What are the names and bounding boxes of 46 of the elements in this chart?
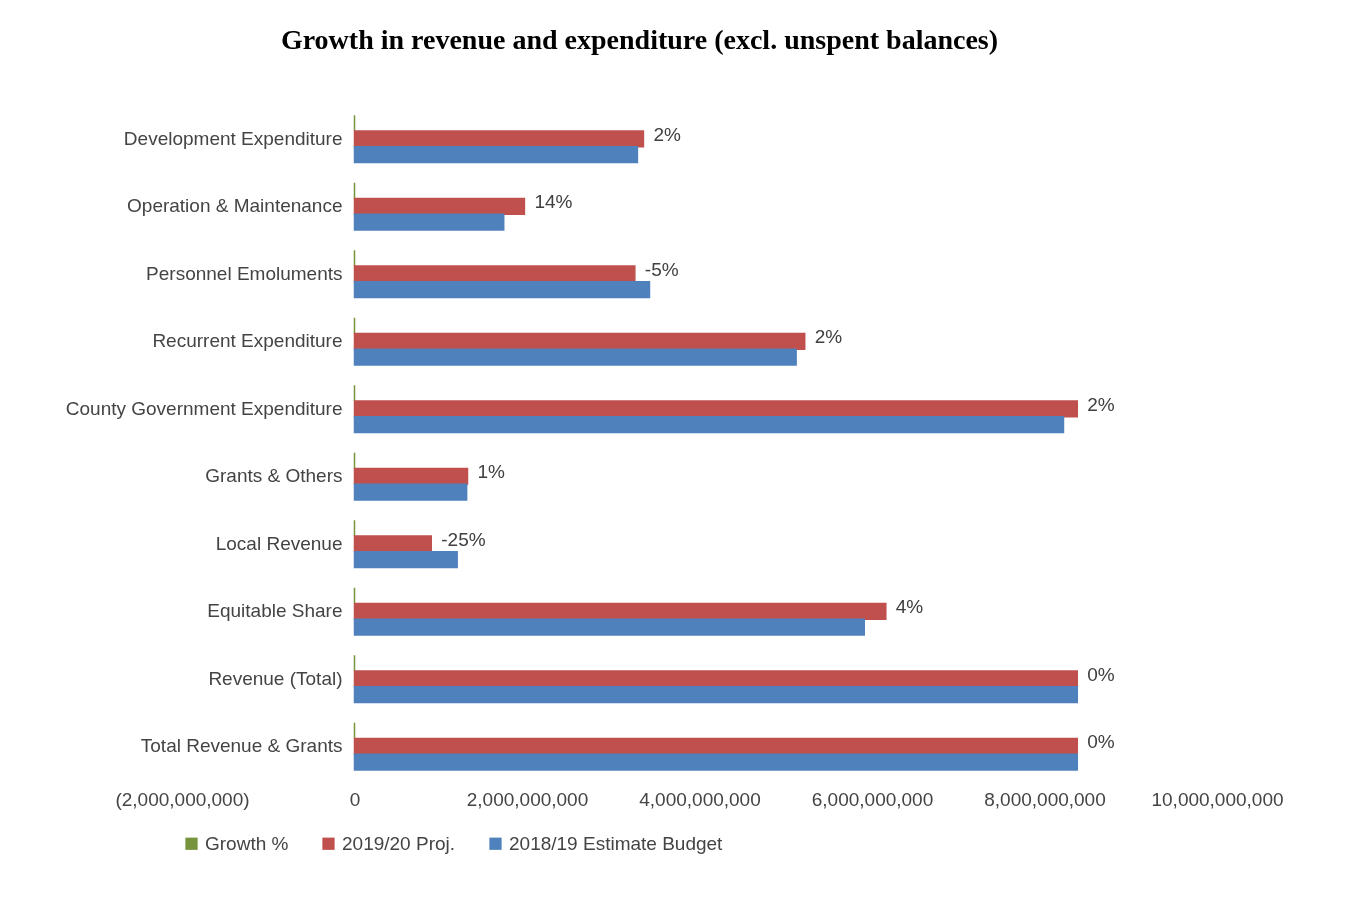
y-tick-label: Local Revenue	[215, 532, 343, 554]
y-tick-label: Total Revenue & Grants	[140, 735, 343, 757]
legend-label: Growth %	[205, 832, 289, 854]
annotation: 0%	[1087, 731, 1115, 753]
x-tick-label: 0	[349, 788, 361, 810]
annotation: 2%	[653, 123, 681, 145]
bar	[353, 415, 1065, 434]
annotation: 1%	[477, 461, 506, 483]
annotation: 14%	[534, 191, 573, 213]
bar	[353, 753, 1079, 771]
y-tick-label: Operation & Maintenance	[127, 195, 343, 217]
bar	[353, 400, 1079, 418]
annotation: -25%	[441, 528, 486, 550]
y-tick-label: Development Expenditure	[123, 127, 343, 149]
annotation: 4%	[895, 596, 924, 618]
annotation: 0%	[1087, 663, 1115, 685]
x-tick-label: 8,000,000,000	[984, 788, 1106, 810]
x-tick-label: 4,000,000,000	[639, 788, 761, 810]
x-tick-label: 6,000,000,000	[811, 788, 934, 810]
x-tick-label: 2,000,000,000	[466, 788, 589, 810]
bar	[353, 145, 639, 164]
x-tick-label: (2,000,000,000)	[115, 788, 250, 810]
y-tick-label: Grants & Others	[205, 465, 343, 487]
bar	[353, 265, 636, 283]
y-tick-label: Recurrent Expenditure	[152, 330, 343, 352]
bar	[353, 280, 651, 299]
bar	[353, 213, 505, 231]
y-tick-label: County Government Expenditure	[65, 397, 343, 419]
chart-title: Growth in revenue and expenditure (excl. unspent balances)	[280, 24, 999, 55]
legend-label: 2019/20 Proj.	[342, 832, 456, 854]
y-tick-label: Personnel Emoluments	[146, 262, 343, 284]
bar	[353, 348, 797, 366]
bar	[353, 550, 458, 569]
y-tick-label: Revenue (Total)	[208, 667, 343, 689]
x-tick-label: 10,000,000,000	[1151, 788, 1284, 810]
bar	[353, 483, 468, 501]
bar	[353, 535, 433, 553]
bar	[353, 685, 1079, 704]
annotation: 2%	[814, 326, 843, 348]
bar	[353, 130, 645, 148]
annotation: -5%	[644, 258, 679, 280]
legend-label: 2018/19 Estimate Budget	[509, 832, 724, 854]
bar	[353, 670, 1079, 688]
annotation: 2%	[1087, 393, 1115, 415]
y-tick-label: Equitable Share	[207, 600, 343, 622]
bar	[353, 618, 865, 636]
